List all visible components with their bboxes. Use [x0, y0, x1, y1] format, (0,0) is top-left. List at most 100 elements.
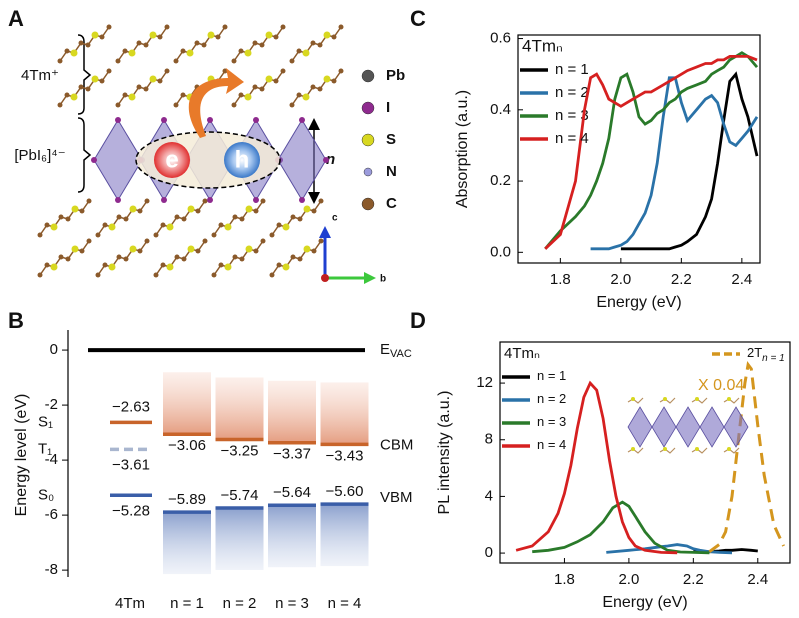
- y-tick-label: 4: [485, 487, 493, 504]
- annotation: X 0.04: [698, 377, 744, 394]
- atom: [253, 117, 259, 123]
- molecule-bond: [117, 26, 168, 62]
- atom: [245, 245, 253, 253]
- atom: [58, 254, 64, 260]
- legend-title: 4Tmₙ: [522, 36, 563, 55]
- atom-legend-marker: [361, 101, 375, 115]
- atom: [181, 216, 187, 222]
- panel-label: C: [410, 6, 426, 31]
- band-value-label: −3.25: [221, 442, 259, 459]
- atom-legend-label: C: [386, 195, 397, 212]
- y-axis-label: Energy level (eV): [13, 394, 30, 517]
- atom: [202, 198, 208, 204]
- level-value-label: −3.61: [112, 456, 150, 473]
- band-gradient: [268, 505, 316, 568]
- atom: [231, 102, 237, 108]
- atom: [302, 93, 310, 101]
- atom: [180, 92, 186, 98]
- atom: [166, 263, 174, 271]
- atom: [253, 197, 259, 203]
- atom: [136, 84, 142, 90]
- legend-label-main: n = 4: [537, 437, 566, 452]
- level-name: T₁: [38, 440, 52, 457]
- atom: [187, 245, 195, 253]
- inset-atom: [631, 447, 635, 451]
- atom: [116, 254, 122, 260]
- atom: [331, 34, 337, 40]
- atom: [238, 48, 244, 54]
- atom: [303, 245, 311, 253]
- axis-name: b: [380, 274, 386, 285]
- molecule-bond: [271, 200, 322, 236]
- y-tick-label: 0.6: [490, 30, 511, 47]
- panel-label: D: [410, 308, 426, 333]
- series-label: CBM: [380, 436, 413, 453]
- legend-label-main: n = 3: [537, 414, 566, 429]
- band-value-label: −3.06: [168, 437, 206, 454]
- atom: [252, 84, 258, 90]
- atom: [239, 256, 245, 262]
- band-gradient: [215, 507, 264, 570]
- electron-label: e: [165, 146, 178, 173]
- inset-octahedron: [723, 406, 749, 448]
- legend-label: n = 4: [537, 437, 566, 452]
- structure-diagram: 4Tm⁺ [PbI₆]⁴⁻ n: [14, 34, 335, 204]
- x-axis-label: Energy (eV): [596, 294, 681, 311]
- band-gradient: [320, 504, 369, 567]
- molecule-bond: [291, 26, 342, 62]
- inset-octahedron: [651, 406, 677, 448]
- atom: [91, 157, 97, 163]
- inset-molecule: [723, 397, 740, 404]
- molecule-bond: [39, 240, 90, 276]
- atom: [222, 68, 228, 74]
- atom: [166, 223, 174, 231]
- band-gradient: [320, 382, 369, 445]
- y-tick-label: 0.4: [490, 101, 511, 118]
- atom-legend-marker: [361, 197, 375, 211]
- series-line: [544, 51, 759, 250]
- y-tick-label: 0.2: [490, 172, 511, 189]
- atom: [99, 78, 105, 84]
- y-tick-label: -8: [45, 561, 58, 578]
- inset-atom: [631, 397, 635, 401]
- level-value-label: −5.28: [112, 502, 150, 519]
- atom: [128, 93, 136, 101]
- atom: [269, 272, 275, 278]
- atom: [160, 222, 166, 228]
- atom: [79, 248, 85, 254]
- atom: [289, 58, 295, 64]
- atom: [115, 58, 121, 64]
- atom: [244, 93, 252, 101]
- hole: [224, 142, 260, 178]
- panel-label: A: [8, 6, 24, 31]
- y-tick-label: 0: [485, 544, 493, 561]
- atom: [239, 216, 245, 222]
- atom: [323, 75, 331, 83]
- thickness-label: n: [326, 151, 335, 168]
- legend-label: n = 4: [555, 130, 589, 147]
- band-value-label: −3.43: [326, 447, 364, 464]
- atom: [299, 197, 305, 203]
- atom: [311, 208, 317, 214]
- atom-legend-label: Pb: [386, 67, 405, 84]
- y-tick-label: -4: [45, 451, 58, 468]
- atom: [302, 49, 310, 57]
- atom: [207, 197, 213, 203]
- molecule-bond: [175, 26, 226, 62]
- molecule-bond: [155, 240, 206, 276]
- atom: [115, 117, 121, 123]
- atom: [143, 86, 149, 92]
- atom: [122, 48, 128, 54]
- atom: [282, 263, 290, 271]
- atom: [276, 262, 282, 268]
- atom: [232, 214, 238, 220]
- band-value-label: −5.74: [221, 487, 259, 504]
- atom: [50, 263, 58, 271]
- vacuum-label-sub: VAC: [390, 348, 412, 360]
- atom: [311, 248, 317, 254]
- series-label: VBM: [380, 489, 413, 506]
- atom: [338, 24, 344, 30]
- atom: [224, 223, 232, 231]
- y-axis-label: PL intensity (a.u.): [436, 391, 453, 515]
- atom: [149, 31, 157, 39]
